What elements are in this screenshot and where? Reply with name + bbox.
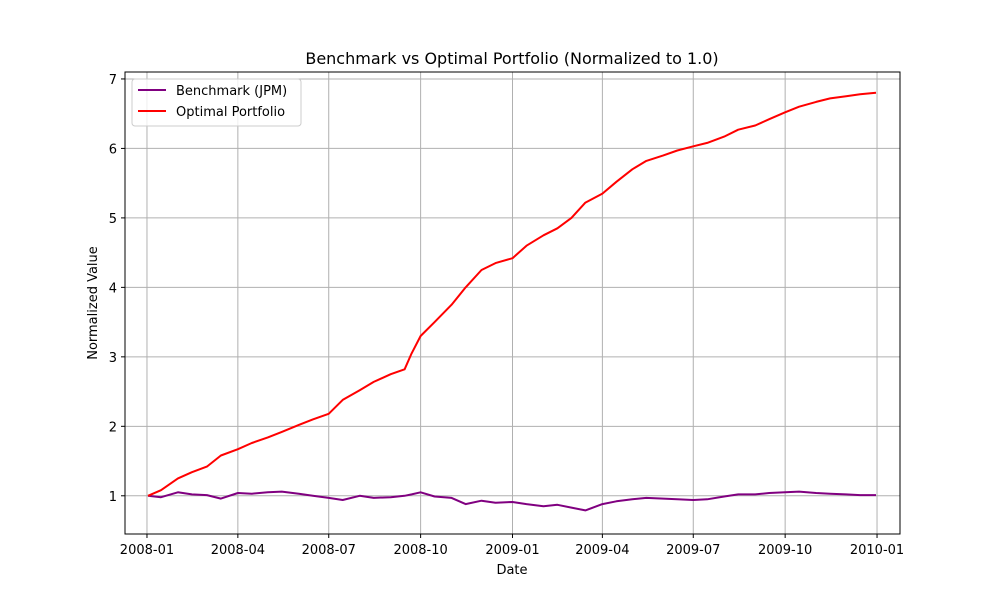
x-tick-label: 2010-01 [850,543,904,558]
x-tick-label: 2008-04 [211,543,265,558]
series-line-optimal-portfolio [147,91,877,497]
y-tick-label: 1 [109,490,117,505]
y-axis-label: Normalized Value [86,246,101,360]
series-layer [147,91,877,512]
x-tick-label: 2009-04 [575,543,629,558]
ticks-layer: 2008-01 2008-04 2008-07 2008-10 2009-01 2009-… [109,73,904,558]
chart-title: Benchmark vs Optimal Portfolio (Normaliz… [305,49,718,68]
y-tick-label: 4 [109,281,117,296]
x-tick-label: 2009-10 [758,543,812,558]
series-line-benchmark-jpm [147,490,876,512]
legend-label-benchmark: Benchmark (JPM) [176,84,287,99]
legend-label-optimal: Optimal Portfolio [176,105,285,120]
y-tick-label: 7 [109,73,117,88]
x-tick-label: 2008-01 [120,543,174,558]
legend-box [131,78,302,127]
y-tick-label: 2 [109,420,117,435]
grid-layer [125,72,900,534]
y-tick-label: 5 [109,212,117,227]
x-tick-label: 2008-07 [302,543,356,558]
x-tick-label: 2008-10 [393,543,447,558]
y-tick-label: 6 [109,142,117,157]
y-tick-label: 3 [109,351,117,366]
x-tick-label: 2009-07 [666,543,720,558]
x-axis-label: Date [496,563,527,578]
legend: Benchmark (JPM) Optimal Portfolio [131,78,302,127]
x-tick-label: 2009-01 [485,543,539,558]
